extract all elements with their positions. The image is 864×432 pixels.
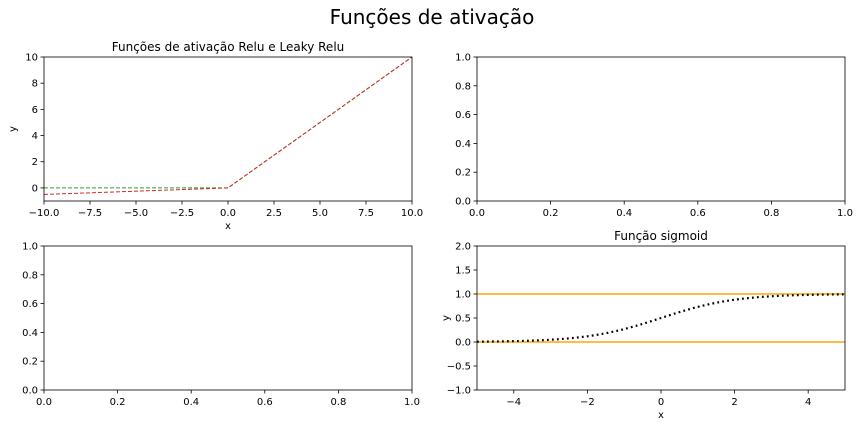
axes-top-left: −10.0 −7.5 −5.0 −2.5 0.0 2.5 5.0 7.5 10.0 0 2 4 6 8 10… [8,40,423,232]
y-tick-label: −1.0 [447,386,471,397]
axes-title: Funções de ativação Relu e Leaky Relu [112,40,345,54]
x-tick-label: −7.5 [78,208,102,219]
y-tick-label: 0.5 [455,314,471,325]
y-tick-label: −0.5 [447,362,471,373]
y-tick-label: 0.0 [22,386,38,397]
x-tick-label: 1.0 [404,397,420,408]
y-tick-label: 0.4 [22,328,38,339]
y-tick-label: 0.2 [22,357,38,368]
x-tick-label: 0.0 [220,208,236,219]
x-tick-label: 0.0 [36,397,52,408]
x-tick-label: 0.4 [616,208,632,219]
axes-frame [43,56,413,202]
y-tick-label: 0.8 [22,270,38,281]
y-tick-label: 0.8 [455,81,471,92]
x-tick-label: 0.4 [183,397,199,408]
x-tick-label: 5.0 [312,208,328,219]
y-axis-label: y [8,126,19,132]
x-tick-label: 0.2 [543,208,559,219]
x-tick-label: 2 [731,397,737,408]
x-tick-label: 2.5 [266,208,282,219]
y-tick-label: 0.4 [455,139,471,150]
axes-bottom-right: −4 −2 0 2 4 −1.0 −0.5 0.0 0.5 1.0 1.5 2.0 Função sig… [441,229,846,421]
y-tick-label: 0 [32,183,38,194]
x-tick-label: −10.0 [29,208,60,219]
x-tick-label: 0.6 [257,397,273,408]
figure-suptitle: Funções de ativação [330,5,535,29]
x-tick-label: 4 [805,397,811,408]
y-axis-label: y [441,315,452,321]
series-line-0 [44,57,412,189]
x-tick-label: 1.0 [837,208,853,219]
x-tick-label: 0 [658,397,664,408]
x-tick-label: 0.6 [690,208,706,219]
y-tick-label: 1.0 [22,242,38,253]
y-tick-label: 8 [32,79,38,90]
x-tick-label: −4 [506,397,521,408]
y-tick-label: 0.6 [455,110,471,121]
x-tick-label: 0.2 [110,397,126,408]
y-tick-label: 4 [32,131,38,142]
series-line-0 [477,293,845,343]
x-tick-label: 10.0 [401,208,423,219]
y-tick-label: 0.6 [22,299,38,310]
x-axis-label: x [658,410,664,421]
x-tick-label: 0.8 [763,208,779,219]
x-tick-label: −5.0 [124,208,148,219]
y-tick-label: 1.0 [455,290,471,301]
y-tick-label: 2 [32,157,38,168]
x-tick-label: 0.8 [330,397,346,408]
axes-frame [476,56,846,202]
x-tick-label: 7.5 [358,208,374,219]
y-tick-label: 6 [32,105,38,116]
y-tick-label: 2.0 [455,242,471,253]
axes-title: Função sigmoid [614,229,708,243]
x-tick-label: −2 [580,397,595,408]
x-tick-label: −2.5 [170,208,194,219]
series-line-1 [44,57,412,195]
y-tick-label: 10 [25,53,38,64]
y-tick-label: 0.0 [455,197,471,208]
y-tick-label: 1.0 [455,53,471,64]
y-tick-label: 0.2 [455,168,471,179]
x-axis-label: x [225,221,231,232]
y-tick-label: 0.0 [455,338,471,349]
axes-top-right: 0.0 0.2 0.4 0.6 0.8 1.0 0.0 0.2 0.4 0.6 0.8 1.0 [455,53,853,220]
axes-bottom-left: 0.0 0.2 0.4 0.6 0.8 1.0 0.0 0.2 0.4 0.6 0.8 1.0 [22,242,420,409]
x-tick-label: 0.0 [469,208,485,219]
y-tick-label: 1.5 [455,266,471,277]
axes-frame [43,245,413,391]
